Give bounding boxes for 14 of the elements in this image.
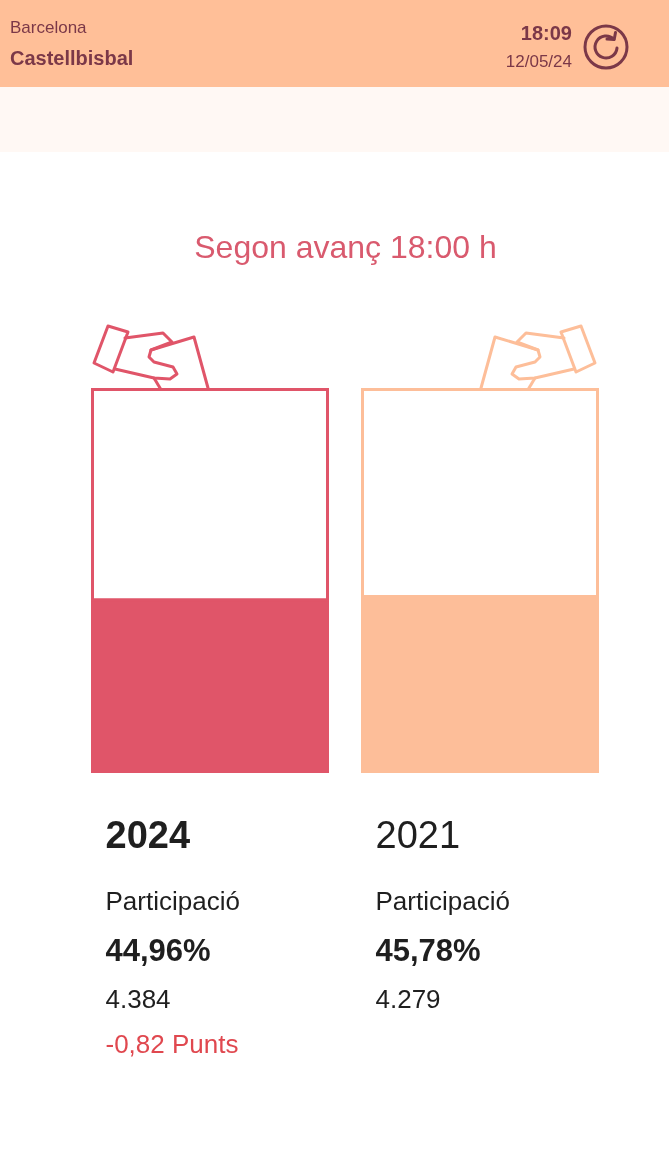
text: 4.384 [105, 983, 171, 1014]
chart-title: Segon avanç 18:00 h [194, 228, 497, 265]
x-tick-label: 2021 [375, 814, 461, 856]
x-tick-label: 2024 [105, 814, 191, 856]
data-label: 44,96% [105, 933, 211, 968]
text: Barcelona [10, 17, 87, 39]
text: 18:09 [520, 20, 572, 46]
text: 4.279 [375, 983, 441, 1014]
text: 12/05/24 [505, 51, 572, 73]
text: Participació [105, 885, 240, 916]
data-label: 45,78% [375, 933, 481, 968]
text: -0,82 Punts [105, 1028, 239, 1059]
text: Participació [375, 885, 510, 916]
text: Castellbisbal [10, 45, 134, 71]
